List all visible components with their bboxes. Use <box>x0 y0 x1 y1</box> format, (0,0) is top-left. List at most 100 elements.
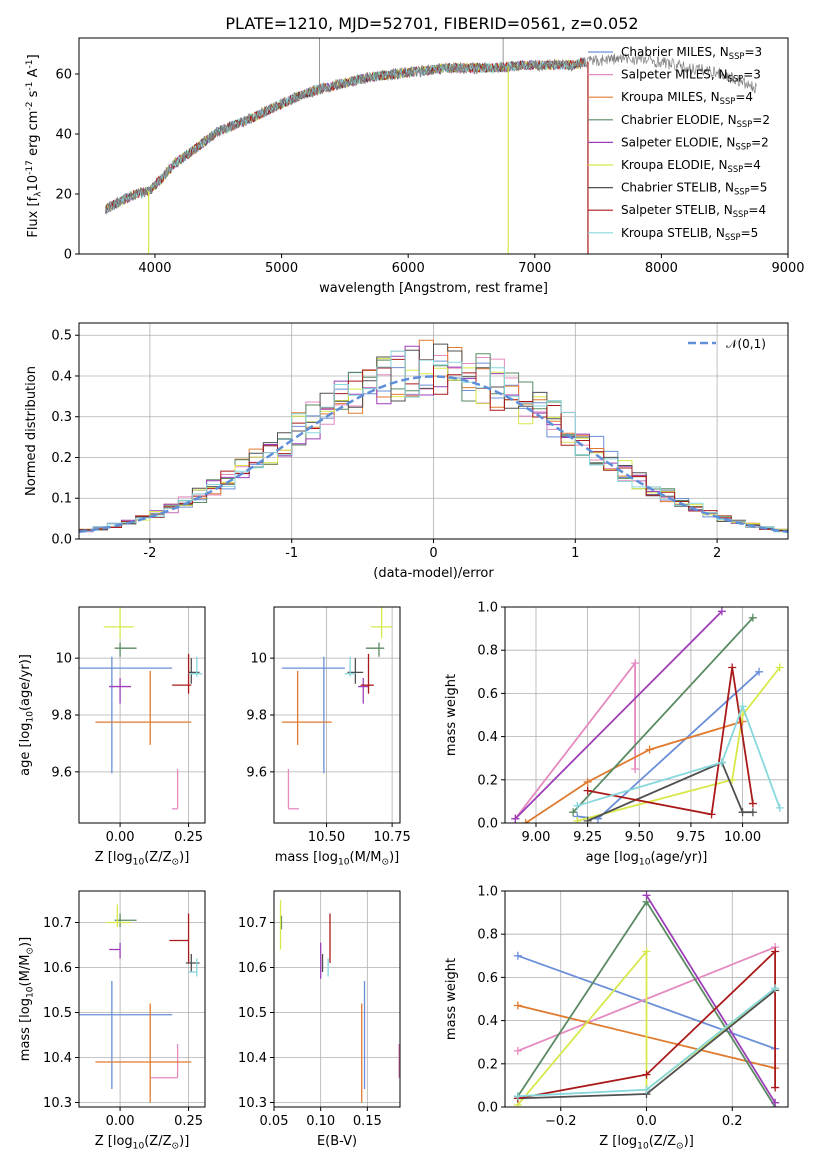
weight-marker <box>748 613 757 622</box>
y-tick-label: 0.4 <box>477 730 498 745</box>
figure-title: PLATE=1210, MJD=52701, FIBERID=0561, z=0… <box>225 14 638 33</box>
y-tick-label: 0.0 <box>477 817 498 832</box>
weight-marker <box>513 1092 522 1101</box>
y-tick-label: 0.4 <box>51 369 72 384</box>
weight-series <box>513 947 780 1107</box>
errorbar-point <box>109 942 121 959</box>
y-tick-label: 9.6 <box>246 765 267 780</box>
y-tick-label: 0.4 <box>477 1014 498 1029</box>
errorbar-point <box>358 678 369 704</box>
x-tick-label: 0.0 <box>636 1114 657 1129</box>
x-tick-label: 0.05 <box>260 1114 289 1129</box>
errorbar-point <box>188 656 203 677</box>
weight-marker <box>511 814 520 823</box>
y-tick-label: 10 <box>55 652 72 667</box>
y-tick-label: 10.3 <box>43 1096 72 1111</box>
weight-marker <box>738 808 747 817</box>
y-tick-label: 40 <box>55 128 72 143</box>
axes-frame <box>504 606 789 824</box>
y-tick-label: 1.0 <box>477 885 498 900</box>
errorbar-point <box>79 981 173 1089</box>
spectrum-legend: Chabrier MILES, NSSP​=3 Salpeter MILES, N… <box>588 45 770 242</box>
x-tick-label: 0.00 <box>106 1114 135 1129</box>
errorbar-point <box>188 658 200 684</box>
x-tick-label: 0.25 <box>174 1114 203 1129</box>
weight-marker <box>631 659 640 668</box>
errorbar-point <box>95 1003 192 1103</box>
y-axis-label: age [log10​(age/yr)] <box>18 654 35 776</box>
y-tick-label: 10.6 <box>43 961 72 976</box>
y-tick-label: 10.7 <box>238 916 267 931</box>
y-tick-label: 0 <box>64 248 72 263</box>
x-tick-label: -1 <box>285 546 298 561</box>
weight-marker <box>775 663 784 672</box>
model-spectrum-line <box>105 58 586 214</box>
panel-massweight-vs-age: 9.00 9.25 9.50 9.75 10.00 0.0 0.2 0.4 0.6 0.8 1.0 a… <box>444 601 789 867</box>
y-axis-label: mass weight <box>444 958 459 1040</box>
weight-series <box>583 758 757 823</box>
y-tick-label: 9.6 <box>51 765 72 780</box>
errorbar-point <box>106 904 132 927</box>
x-tick-label: 0.15 <box>353 1114 382 1129</box>
x-tick-label: 7000 <box>518 261 551 276</box>
y-tick-label: 10.7 <box>43 916 72 931</box>
x-tick-label: 5000 <box>265 261 298 276</box>
y-tick-label: 0.0 <box>51 533 72 548</box>
axes-frame <box>273 890 401 1108</box>
y-tick-label: 0.2 <box>51 451 72 466</box>
errorbar-point <box>188 958 198 977</box>
x-tick-label: 9000 <box>771 261 804 276</box>
errorbar-points <box>79 607 203 810</box>
x-tick-label: 0.25 <box>174 830 203 845</box>
errorbar-point <box>281 670 332 745</box>
weight-marker <box>521 819 530 823</box>
legend-entry: Chabrier STELIB, NSSP​=5 <box>621 181 767 197</box>
errorbar-point <box>185 954 200 972</box>
weight-marker <box>569 808 578 817</box>
y-axis-label: mass weight <box>444 674 459 756</box>
x-axis-label: (data-model)/error <box>373 566 494 581</box>
y-tick-label: 0.1 <box>51 492 72 507</box>
y-axis-label: Normed distribution <box>24 366 39 496</box>
spectrum-lines <box>105 38 757 254</box>
y-tick-label: 10.5 <box>43 1006 72 1021</box>
errorbar-point <box>103 607 134 639</box>
axes-frame <box>78 37 789 255</box>
x-tick-label: 8000 <box>645 261 678 276</box>
weight-series <box>511 607 726 823</box>
weight-series-line <box>645 894 776 1104</box>
weight-series <box>583 663 757 819</box>
errorbar-point <box>95 670 192 745</box>
weight-series <box>642 891 780 1107</box>
x-tick-label: 9.00 <box>522 830 551 845</box>
weight-marker <box>775 803 784 812</box>
weight-series-line <box>517 949 776 1106</box>
y-tick-label: 10.4 <box>238 1051 267 1066</box>
weight-marker <box>645 745 654 754</box>
weight-marker <box>631 765 640 773</box>
y-tick-label: 10.4 <box>43 1051 72 1066</box>
y-tick-label: 0.3 <box>51 410 72 425</box>
y-tick-label: 10 <box>250 652 267 667</box>
histograms <box>79 339 788 539</box>
x-axis-label: Z [log10​(Z/Z⊙​)] <box>95 1134 190 1151</box>
x-axis-label: Z [log10​(Z/Z⊙​)] <box>599 1134 694 1151</box>
y-tick-label: 9.8 <box>246 709 267 724</box>
weight-marker <box>755 667 764 676</box>
legend-entry: Kroupa MILES, NSSP​=4 <box>621 90 753 106</box>
errorbar-points <box>279 900 400 1103</box>
axes-frame <box>78 606 206 824</box>
panel-age-vs-mass: 10.50 10.75 9.6 9.8 10 mass [log10​(M/M⊙​)] <box>246 606 411 867</box>
x-tick-label: 10.00 <box>724 830 761 845</box>
y-tick-label: 0.0 <box>477 1101 498 1116</box>
x-tick-label: 1 <box>571 546 579 561</box>
y-tick-label: 9.8 <box>51 709 72 724</box>
x-tick-label: 0.10 <box>306 1114 335 1129</box>
weight-marker <box>513 1001 522 1010</box>
errorbar-point <box>79 656 173 774</box>
x-tick-label: 6000 <box>392 261 425 276</box>
observed-spectrum-line <box>105 53 757 215</box>
weight-marker <box>707 810 716 819</box>
x-tick-label: −0.2 <box>545 1114 577 1129</box>
weight-marker <box>771 984 780 993</box>
